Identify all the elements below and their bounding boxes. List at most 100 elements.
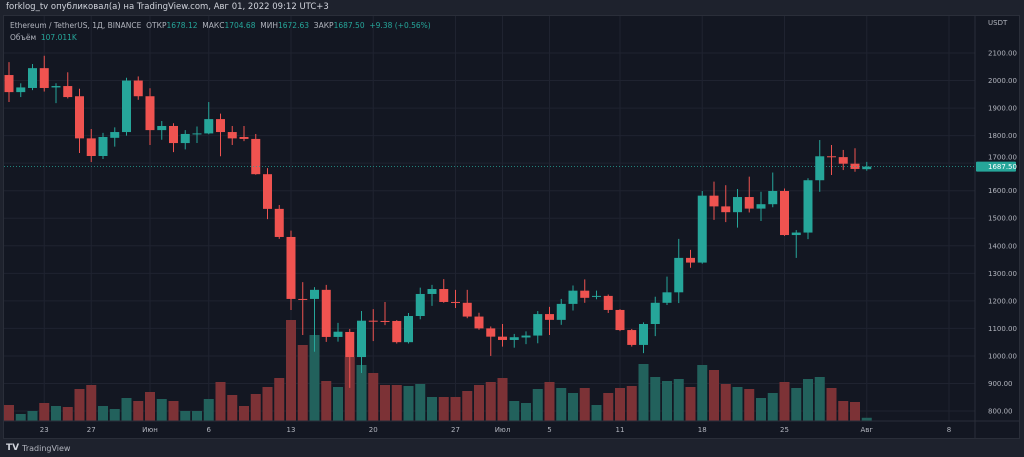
price-tick-label: 1800.00 [988, 132, 1017, 140]
price-tick-label: 2100.00 [988, 50, 1017, 58]
volume-bar [51, 406, 61, 421]
volume-bar [74, 389, 85, 421]
candle-body [4, 75, 14, 93]
candle-body [133, 80, 143, 97]
symbol-label[interactable]: Ethereum / TetherUS, 1Д, BINANCE [10, 21, 142, 30]
candle-body [721, 206, 731, 213]
published-info: forklog_tv опубликовал(а) на TradingView… [6, 2, 329, 12]
time-tick-label: Июл [495, 426, 511, 434]
price-tick-label: 900.00 [988, 380, 1013, 388]
volume-bar [532, 389, 543, 421]
volume-bar [697, 365, 708, 421]
candle-body [216, 119, 225, 133]
volume-bar [838, 401, 849, 421]
candle-body [509, 337, 519, 340]
volume-bars [4, 320, 872, 421]
candle-body [803, 180, 813, 233]
candle-body [662, 292, 672, 303]
volume-bar [156, 399, 167, 421]
candle-body [697, 195, 707, 263]
last-price-label: 1687.50 [988, 163, 1017, 171]
time-axis: 23 27 Июн 6 13 20 27 Июл 5 11 18 25 Авг 8 [40, 426, 951, 434]
volume-bar [274, 378, 285, 421]
price-tick-label: 1400.00 [988, 242, 1017, 250]
high-value: 1704.68 [224, 21, 256, 30]
candle-body [404, 316, 413, 343]
candle-body [462, 302, 472, 317]
candle-body [110, 132, 120, 138]
candle-body [615, 309, 625, 331]
candle-body [744, 197, 754, 209]
volume-bar [391, 385, 402, 421]
tradingview-logo-icon[interactable]: TV [6, 443, 20, 453]
candle-body [474, 316, 484, 329]
candle-body [533, 314, 543, 336]
volume-bar [286, 320, 296, 421]
volume-bar [615, 388, 625, 421]
candle-body [63, 86, 73, 98]
volume-bar [203, 399, 214, 421]
volume-bar [685, 387, 696, 421]
candle-body [274, 208, 284, 237]
footer: TV TradingView [6, 443, 70, 453]
time-tick-label: Июн [142, 426, 158, 434]
time-tick-label: 18 [698, 426, 707, 434]
candle-body [251, 138, 261, 175]
candles [4, 55, 872, 388]
volume-bar [591, 405, 602, 421]
volume-bar [650, 377, 661, 421]
volume-bar [380, 385, 390, 421]
volume-bar [485, 382, 496, 421]
open-label: ОТКР [146, 21, 167, 30]
volume-bar [333, 387, 343, 421]
open-value: 1678.12 [166, 21, 198, 30]
candle-body [580, 290, 590, 298]
price-tick-label: 1300.00 [988, 270, 1017, 278]
volume-bar [803, 379, 813, 421]
volume-bar [709, 370, 719, 421]
volume-bar [344, 357, 355, 421]
volume-bar [27, 411, 38, 421]
time-tick-label: 27 [87, 426, 96, 434]
price-tick-label: 1900.00 [988, 105, 1017, 113]
volume-bar [227, 395, 238, 421]
candle-body [145, 96, 155, 131]
candle-body [674, 257, 684, 293]
time-tick-label: 23 [40, 426, 49, 434]
legend: Ethereum / TetherUS, 1Д, BINANCE ОТКР167… [10, 20, 431, 44]
candle-body [486, 328, 496, 337]
candle-body [227, 132, 237, 139]
candle-body [157, 125, 167, 131]
candle-body [815, 156, 825, 181]
volume-bar [474, 385, 484, 421]
candle-body [850, 163, 860, 169]
volume-bar [662, 381, 672, 421]
time-tick-label: 8 [947, 426, 951, 434]
volume-bar [450, 397, 461, 421]
candle-body [415, 293, 425, 317]
price-tick-label: 800.00 [988, 408, 1013, 416]
candle-body [603, 295, 613, 310]
volume-bar [497, 378, 508, 421]
volume-bar [744, 389, 755, 421]
candle-body [827, 156, 836, 158]
time-tick-label: 13 [287, 426, 296, 434]
volume-value: 107.011K [40, 33, 77, 42]
volume-bar [673, 379, 684, 421]
candle-body [521, 335, 531, 338]
candle-body [86, 138, 96, 156]
volume-bar [462, 391, 473, 421]
volume-bar [521, 403, 531, 421]
candle-body [169, 125, 178, 144]
volume-bar [427, 397, 437, 421]
price-tick-label: 1600.00 [988, 187, 1017, 195]
chart-frame[interactable] [3, 15, 1020, 439]
brand-name[interactable]: TradingView [22, 443, 71, 453]
volume-bar [180, 411, 191, 421]
volume-bar [779, 382, 790, 421]
volume-bar [403, 386, 414, 421]
ohlc-row: Ethereum / TetherUS, 1Д, BINANCE ОТКР167… [10, 20, 431, 32]
candle-body [556, 303, 566, 320]
candle-body [263, 174, 272, 209]
